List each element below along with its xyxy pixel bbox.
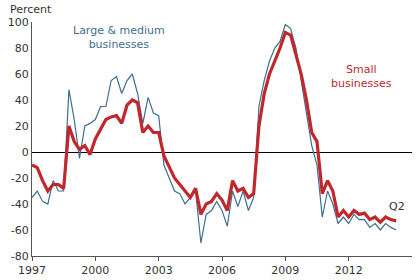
svg-text:20: 20: [15, 120, 29, 133]
svg-text:2012: 2012: [335, 264, 363, 277]
svg-text:-80: -80: [11, 250, 29, 263]
svg-text:2000: 2000: [81, 264, 109, 277]
svg-text:Smallbusinesses: Smallbusinesses: [331, 63, 392, 90]
svg-text:0: 0: [22, 146, 29, 159]
svg-text:-40: -40: [11, 198, 29, 211]
svg-text:60: 60: [15, 68, 29, 81]
svg-text:Q2: Q2: [389, 200, 405, 213]
svg-text:40: 40: [15, 94, 29, 107]
svg-text:Large & mediumbusinesses: Large & mediumbusinesses: [73, 24, 165, 51]
svg-text:2006: 2006: [208, 264, 236, 277]
svg-text:2009: 2009: [271, 264, 299, 277]
svg-text:1997: 1997: [18, 264, 46, 277]
svg-text:2003: 2003: [145, 264, 173, 277]
svg-text:-60: -60: [11, 224, 29, 237]
svg-text:-20: -20: [11, 172, 29, 185]
svg-text:Percent: Percent: [10, 3, 52, 16]
svg-text:80: 80: [15, 42, 29, 55]
svg-text:100: 100: [8, 16, 29, 29]
